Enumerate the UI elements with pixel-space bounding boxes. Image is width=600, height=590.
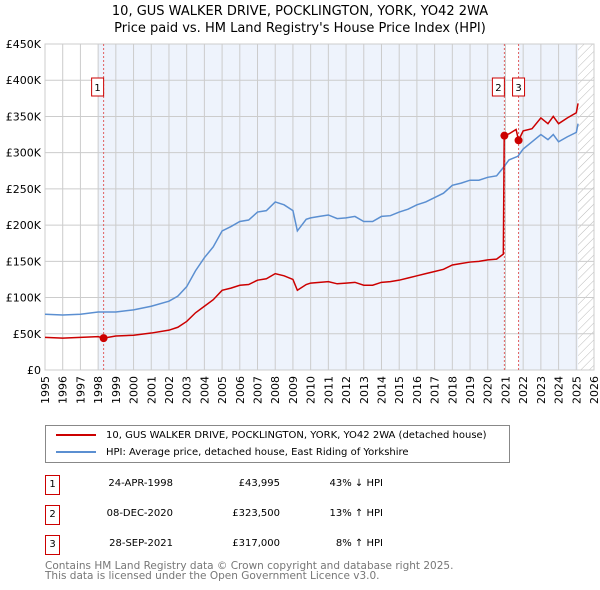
sale-point bbox=[99, 334, 108, 343]
x-tick-label: 2009 bbox=[287, 376, 300, 404]
y-tick-label: £400K bbox=[6, 74, 42, 87]
sale-point bbox=[500, 131, 509, 140]
transaction-marker: 1 bbox=[45, 475, 60, 495]
series-line-hpi bbox=[44, 123, 579, 316]
legend-swatch-property bbox=[56, 434, 96, 436]
transaction-marker: 2 bbox=[45, 505, 60, 525]
footer-copyright: Contains HM Land Registry data © Crown c… bbox=[45, 560, 454, 572]
x-tick-label: 2003 bbox=[181, 376, 194, 404]
sale-label-box bbox=[91, 77, 105, 97]
y-tick-label: £150K bbox=[6, 255, 42, 268]
transaction-row: 1 24-APR-1998 £43,995 43% ↓ HPI bbox=[45, 475, 545, 495]
price-chart: 1995 1996 1997 1998 1999 2000 2001 2002 2003 2004… bbox=[6, 38, 600, 404]
unshaded-gap bbox=[504, 44, 519, 370]
x-tick-label: 2025 bbox=[570, 376, 583, 404]
x-tick-label: 1999 bbox=[110, 376, 123, 404]
x-tick-label: 2014 bbox=[375, 376, 388, 404]
x-tick-label: 1998 bbox=[92, 376, 105, 404]
x-tick-label: 2008 bbox=[269, 376, 282, 404]
x-tick-label: 1996 bbox=[57, 376, 70, 404]
x-tick-label: 2001 bbox=[145, 376, 158, 404]
y-tick-label: £50K bbox=[13, 328, 42, 341]
transaction-marker: 3 bbox=[45, 535, 60, 555]
sale-point bbox=[514, 136, 523, 145]
x-tick-label: 2021 bbox=[499, 376, 512, 404]
x-tick-label: 1997 bbox=[74, 376, 87, 404]
sale-label: 2 bbox=[495, 83, 501, 94]
sale-label: 3 bbox=[515, 83, 521, 94]
y-tick-label: £0 bbox=[27, 364, 41, 377]
transaction-row: 3 28-SEP-2021 £317,000 8% ↑ HPI bbox=[45, 535, 545, 555]
legend: 10, GUS WALKER DRIVE, POCKLINGTON, YORK,… bbox=[45, 425, 510, 463]
shaded-period bbox=[98, 44, 579, 370]
y-tick-label: £100K bbox=[6, 292, 42, 305]
forecast-hatch bbox=[578, 44, 594, 370]
transaction-price: £43,995 bbox=[238, 478, 280, 489]
legend-label-property: 10, GUS WALKER DRIVE, POCKLINGTON, YORK,… bbox=[106, 429, 487, 441]
x-tick-label: 2005 bbox=[216, 376, 229, 404]
transaction-date: 24-APR-1998 bbox=[108, 478, 173, 489]
sale-label-box bbox=[491, 77, 505, 97]
x-tick-label: 2007 bbox=[252, 376, 265, 404]
sale-label: 1 bbox=[94, 83, 100, 94]
x-tick-label: 2000 bbox=[128, 376, 141, 404]
x-tick-label: 2012 bbox=[340, 376, 353, 404]
transaction-hpi: 8% ↑ HPI bbox=[335, 538, 383, 549]
y-tick-label: £450K bbox=[6, 38, 42, 51]
x-tick-label: 2024 bbox=[553, 376, 566, 404]
x-tick-label: 2022 bbox=[517, 376, 530, 404]
x-tick-label: 2026 bbox=[588, 376, 600, 404]
transaction-hpi: 43% ↓ HPI bbox=[329, 478, 383, 489]
x-tick-label: 2011 bbox=[322, 376, 335, 404]
legend-label-hpi: HPI: Average price, detached house, East… bbox=[106, 446, 409, 458]
footer: Contains HM Land Registry data © Crown c… bbox=[45, 560, 454, 582]
x-tick-label: 2013 bbox=[358, 376, 371, 404]
y-tick-label: £350K bbox=[6, 110, 42, 123]
x-tick-label: 2019 bbox=[464, 376, 477, 404]
x-tick-label: 2010 bbox=[305, 376, 318, 404]
x-tick-label: 2020 bbox=[482, 376, 495, 404]
transaction-price: £323,500 bbox=[232, 508, 280, 519]
x-tick-label: 2004 bbox=[198, 376, 211, 404]
x-tick-label: 2023 bbox=[535, 376, 548, 404]
footer-licence: This data is licensed under the Open Gov… bbox=[45, 570, 380, 582]
transaction-row: 2 08-DEC-2020 £323,500 13% ↑ HPI bbox=[45, 505, 545, 525]
y-tick-label: £250K bbox=[6, 183, 42, 196]
chart-subtitle: Price paid vs. HM Land Registry's House … bbox=[114, 21, 486, 36]
transaction-hpi: 13% ↑ HPI bbox=[329, 508, 383, 519]
x-tick-label: 2002 bbox=[163, 376, 176, 404]
y-tick-label: £300K bbox=[6, 147, 42, 160]
x-tick-label: 2016 bbox=[411, 376, 424, 404]
x-tick-label: 2006 bbox=[234, 376, 247, 404]
x-tick-label: 2017 bbox=[429, 376, 442, 404]
series-line-property bbox=[44, 103, 579, 339]
transaction-price: £317,000 bbox=[232, 538, 280, 549]
transaction-date: 28-SEP-2021 bbox=[109, 538, 173, 549]
sale-label-box bbox=[512, 77, 526, 97]
y-tick-label: £200K bbox=[6, 219, 42, 232]
legend-swatch-hpi bbox=[56, 451, 96, 453]
chart-title: 10, GUS WALKER DRIVE, POCKLINGTON, YORK,… bbox=[111, 4, 489, 19]
transaction-date: 08-DEC-2020 bbox=[106, 508, 173, 519]
x-tick-label: 1995 bbox=[39, 376, 52, 404]
x-tick-label: 2018 bbox=[446, 376, 459, 404]
x-tick-label: 2015 bbox=[393, 376, 406, 404]
